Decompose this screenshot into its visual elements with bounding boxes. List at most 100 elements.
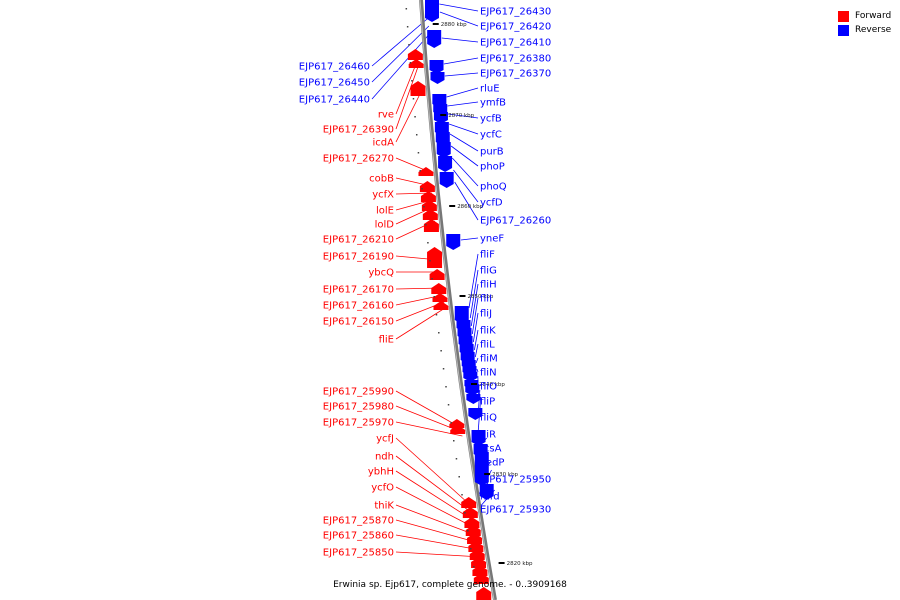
- gene-label: EJP617_26410: [480, 38, 551, 49]
- gene-label: EJP617_26380: [480, 54, 551, 65]
- gene-label: rcsA: [480, 444, 502, 455]
- minor-tick: [419, 170, 421, 172]
- gene-leader: [475, 357, 479, 364]
- minor-tick: [429, 260, 431, 262]
- gene-leader: [448, 123, 479, 135]
- minor-tick: [409, 62, 412, 64]
- gene-label: lolD: [375, 220, 395, 231]
- gene-leader: [470, 283, 479, 327]
- forward-gene-feature: [472, 565, 488, 576]
- gene-label: ndh: [375, 452, 394, 463]
- legend-item-forward: Forward: [838, 9, 891, 23]
- reverse-gene-feature: [425, 0, 439, 22]
- gene-leader: [439, 3, 479, 12]
- gene-leader: [441, 37, 479, 43]
- genome-backbone: [419, 0, 497, 600]
- minor-tick: [421, 188, 423, 190]
- gene-label: fliH: [480, 280, 497, 291]
- gene-leader: [371, 33, 430, 100]
- forward-gene-feature: [420, 191, 436, 202]
- forward-gene-feature: [421, 200, 437, 211]
- gene-label: EJP617_25870: [323, 516, 394, 527]
- gene-label: EJP617_25950: [480, 475, 551, 486]
- gene-label: cobB: [369, 174, 394, 185]
- minor-tick: [408, 44, 410, 46]
- forward-gene-feature: [449, 419, 465, 428]
- forward-gene-feature: [471, 557, 487, 568]
- minor-tick: [450, 422, 452, 424]
- gene-leader: [468, 253, 479, 309]
- gene-leader: [474, 343, 479, 358]
- minor-tick: [406, 26, 409, 28]
- minor-tick: [415, 134, 418, 136]
- scale-tick-label: 2830 kbp: [492, 472, 518, 478]
- minor-tick: [455, 458, 458, 460]
- reverse-swatch: [838, 24, 849, 36]
- forward-gene-feature: [410, 81, 426, 96]
- gene-label: EJP617_26420: [480, 22, 551, 33]
- gene-label: fliQ: [480, 413, 497, 424]
- forward-gene-feature: [462, 507, 478, 518]
- gene-label: fliG: [480, 266, 497, 277]
- gene-label: purB: [480, 147, 504, 158]
- gene-label: ybhH: [368, 467, 394, 478]
- gene-label: ycfJ: [376, 434, 394, 445]
- reverse-gene-feature: [429, 60, 444, 74]
- gene-label: ybcQ: [368, 268, 394, 279]
- gene-label: icdA: [373, 138, 395, 149]
- gene-label: EJP617_25930: [480, 505, 551, 516]
- gene-label: EJP617_26440: [299, 95, 370, 106]
- gene-leader: [395, 470, 476, 523]
- reverse-gene-feature: [466, 394, 481, 404]
- forward-gene-feature: [407, 49, 423, 60]
- minor-tick: [423, 206, 425, 208]
- forward-gene-feature: [469, 549, 485, 560]
- gene-leader: [395, 504, 479, 537]
- gene-label: rve: [378, 110, 394, 121]
- forward-gene-feature: [433, 301, 449, 310]
- minor-tick: [473, 566, 475, 568]
- gene-leader: [447, 101, 479, 107]
- legend-label-reverse: Reverse: [855, 25, 892, 35]
- gene-label: EJP617_25970: [323, 418, 394, 429]
- minor-tick: [433, 296, 436, 298]
- gene-leader: [371, 25, 430, 83]
- legend: Forward Reverse: [838, 9, 891, 37]
- gene-leader: [446, 87, 479, 98]
- gene-leader: [395, 307, 446, 340]
- gene-label: fliO: [480, 382, 497, 393]
- gene-label: ycfB: [480, 114, 502, 125]
- minor-tick: [453, 440, 455, 442]
- gene-label: fliJ: [480, 309, 492, 320]
- reverse-gene-feature: [474, 452, 489, 486]
- gene-leader: [395, 519, 480, 544]
- minor-tick: [470, 548, 472, 550]
- gene-leader: [395, 551, 482, 558]
- gene-label: fliP: [480, 397, 495, 408]
- gene-label: EJP617_25860: [323, 531, 394, 542]
- forward-gene-feature: [419, 181, 435, 192]
- gene-leader: [395, 437, 474, 509]
- minor-tick: [467, 530, 469, 532]
- reverse-gene-feature: [446, 234, 461, 250]
- reverse-gene-feature: [463, 372, 478, 382]
- gene-label: fliM: [480, 354, 498, 365]
- gene-leader: [444, 72, 479, 77]
- minor-tick: [464, 512, 466, 514]
- gene-label: ycfC: [480, 130, 502, 141]
- minor-tick: [411, 80, 413, 82]
- minor-tick: [414, 116, 416, 118]
- gene-label: mfd: [480, 492, 500, 503]
- forward-gene-feature: [468, 541, 484, 552]
- gene-label: EJP617_26460: [299, 62, 370, 73]
- minor-tick: [438, 332, 440, 334]
- gene-label: EJP617_26260: [480, 216, 551, 227]
- gene-label: EJP617_26150: [323, 317, 394, 328]
- minor-tick: [405, 8, 408, 10]
- forward-gene-feature: [432, 293, 448, 302]
- gene-leader: [443, 57, 479, 65]
- gene-label: yedP: [480, 458, 504, 469]
- forward-gene-feature: [467, 533, 483, 544]
- genome-caption: Erwinia sp. Ejp617, complete genome. - 0…: [333, 580, 567, 590]
